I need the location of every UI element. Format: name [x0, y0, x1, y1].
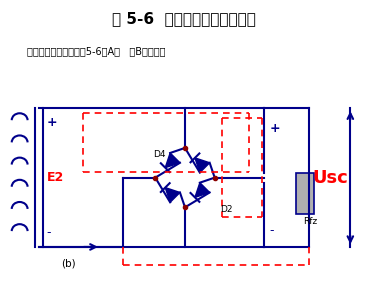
Text: +: + — [269, 122, 280, 135]
Text: -: - — [46, 226, 51, 239]
Text: D2: D2 — [220, 205, 232, 214]
Polygon shape — [195, 183, 210, 197]
Text: 图 5-6  桥式整流电路工作原理: 图 5-6 桥式整流电路工作原理 — [112, 11, 256, 26]
Text: 上述工作状态分别如图5-6（A）   （B）所示。: 上述工作状态分别如图5-6（A） （B）所示。 — [27, 46, 165, 56]
Text: +: + — [46, 116, 57, 129]
Polygon shape — [165, 188, 180, 202]
Bar — [296, 173, 314, 214]
Text: (b): (b) — [61, 259, 76, 269]
Text: -: - — [269, 224, 274, 237]
Polygon shape — [195, 158, 210, 173]
Text: Usc: Usc — [313, 169, 348, 187]
Text: D4: D4 — [153, 150, 166, 159]
Polygon shape — [165, 153, 180, 168]
Text: E2: E2 — [46, 171, 63, 184]
Text: Rfz: Rfz — [303, 217, 317, 226]
